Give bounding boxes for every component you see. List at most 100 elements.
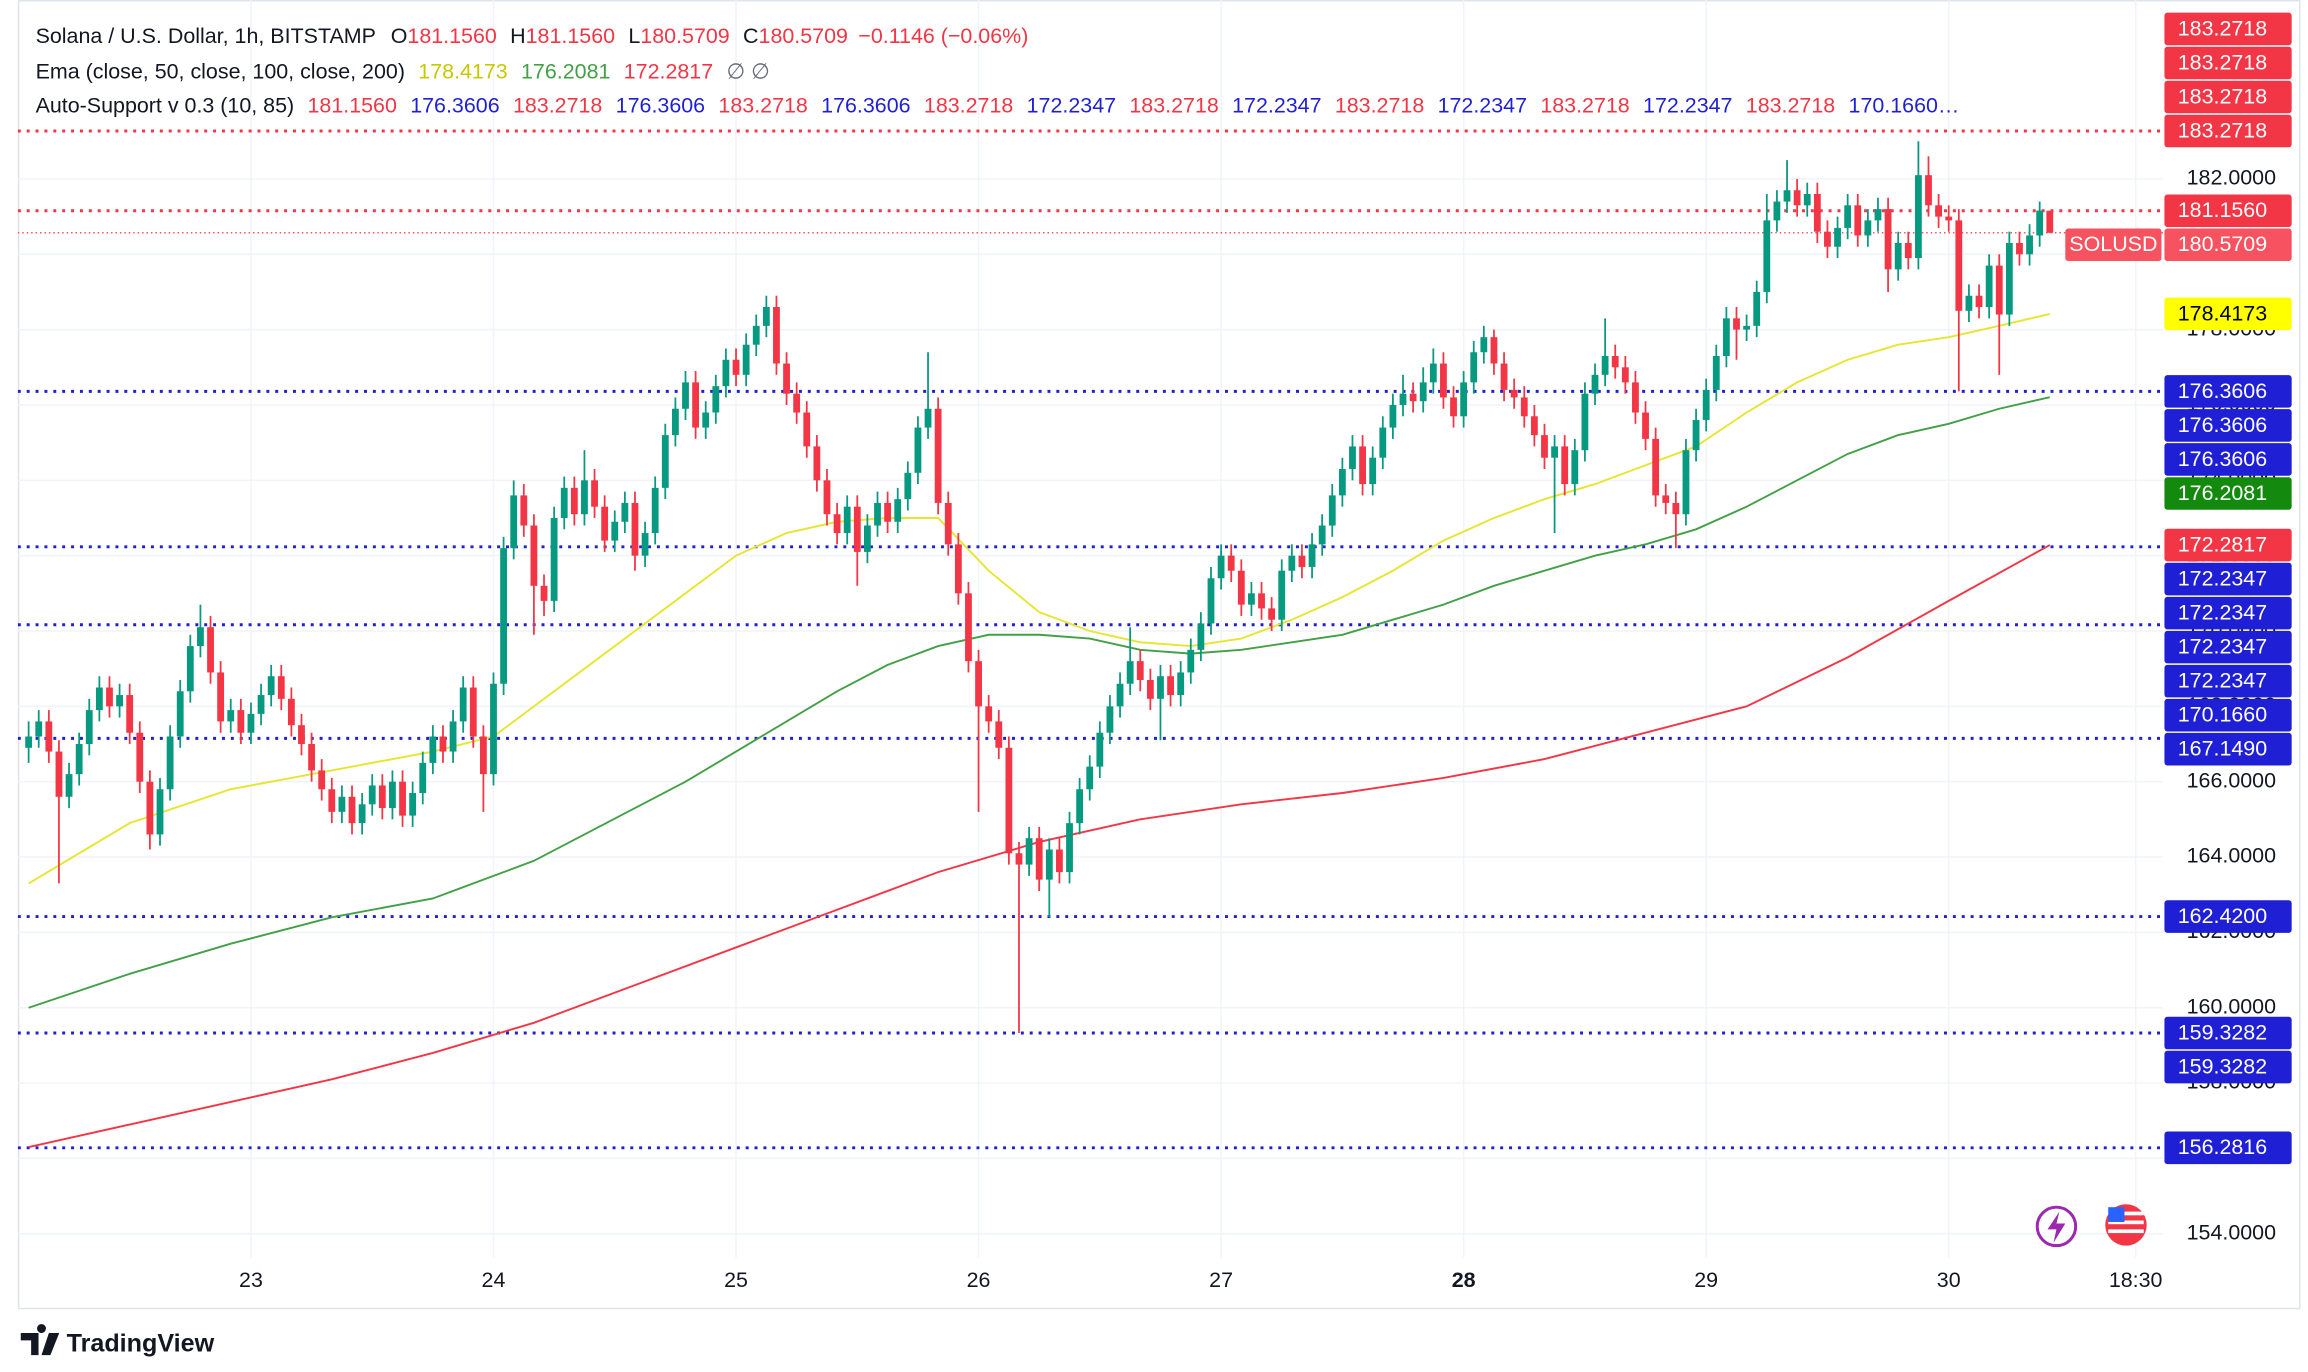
price-badge-label: 183.2718 bbox=[2178, 84, 2267, 108]
candle-body bbox=[2046, 210, 2054, 233]
candle-body bbox=[975, 661, 982, 707]
candle-body bbox=[1581, 393, 1589, 451]
candle-body bbox=[773, 307, 780, 364]
candle-body bbox=[843, 506, 851, 534]
price-badge-label: 172.2347 bbox=[2178, 601, 2267, 625]
candle-body bbox=[1945, 216, 1953, 221]
candle-body bbox=[1187, 649, 1195, 673]
candle-body bbox=[1308, 544, 1316, 567]
price-badge bbox=[2164, 12, 2292, 46]
candle-body bbox=[1632, 382, 1639, 413]
legend: Solana / U.S. Dollar, 1h, BITSTAMP O181.1… bbox=[36, 24, 1960, 118]
brand-logo[interactable]: TradingView bbox=[20, 1324, 215, 1357]
candle-body bbox=[85, 710, 93, 745]
candle-body bbox=[1450, 397, 1457, 417]
candle-body bbox=[1500, 363, 1508, 390]
y-tick-label: 154.0000 bbox=[2187, 1220, 2276, 1244]
candle-body bbox=[560, 487, 568, 518]
candle-body bbox=[1854, 205, 1862, 236]
price-badge-label: 183.2718 bbox=[2178, 50, 2267, 74]
flag-stripe bbox=[2108, 1220, 2144, 1225]
legend-text: 183.2718 bbox=[1540, 93, 1629, 117]
candle-body bbox=[126, 695, 134, 733]
candle-body bbox=[217, 672, 225, 722]
flag-stripe bbox=[2108, 1211, 2144, 1216]
candle-body bbox=[631, 502, 639, 556]
candle-body bbox=[237, 710, 245, 733]
candle-body bbox=[944, 502, 952, 545]
y-tick-label: 182.0000 bbox=[2187, 166, 2276, 190]
candle-body bbox=[1611, 356, 1619, 368]
candle-body bbox=[1712, 356, 1720, 390]
legend-text: −0.1146 (−0.06%) bbox=[858, 24, 1028, 48]
legend-text: L bbox=[628, 24, 640, 48]
candle-body bbox=[1318, 525, 1326, 545]
candle-body bbox=[1076, 789, 1084, 824]
candle-body bbox=[1086, 766, 1094, 790]
candle-body bbox=[287, 698, 295, 726]
candle-body bbox=[1480, 337, 1488, 353]
price-badge-label: 156.2816 bbox=[2178, 1135, 2267, 1159]
candle-body bbox=[550, 517, 558, 601]
candle-body bbox=[1096, 732, 1104, 767]
candle-body bbox=[1035, 838, 1043, 880]
candle-body bbox=[1844, 205, 1852, 228]
candle-body bbox=[1591, 374, 1599, 394]
x-tick-label: 30 bbox=[1937, 1268, 1961, 1292]
candle-body bbox=[1834, 227, 1841, 247]
candle-body bbox=[914, 427, 922, 473]
price-badge-label: 172.2817 bbox=[2178, 532, 2267, 556]
candle-body bbox=[570, 487, 578, 515]
candle-body bbox=[75, 744, 83, 775]
legend-line: Auto-Support v 0.3 (10, 85) 181.1560 176.3… bbox=[36, 93, 1960, 117]
brand-name[interactable]: TradingView bbox=[67, 1329, 215, 1357]
brand-mark bbox=[20, 1324, 60, 1356]
price-badge bbox=[2164, 46, 2292, 80]
candle-body bbox=[1530, 416, 1538, 436]
lightning-glyph bbox=[2047, 1211, 2066, 1243]
candle-body bbox=[2016, 242, 2023, 255]
candle-body bbox=[257, 695, 265, 714]
candle-body bbox=[581, 480, 588, 515]
icons[interactable] bbox=[2035, 1204, 2147, 1248]
candle-body bbox=[752, 325, 760, 345]
x-tick-label: 23 bbox=[239, 1268, 263, 1292]
candle-body bbox=[368, 785, 376, 805]
legend-text: 178.4173 bbox=[418, 59, 507, 83]
legend-text: 176.3606 bbox=[821, 93, 910, 117]
candle-body bbox=[611, 521, 619, 541]
candle-body bbox=[1935, 205, 1943, 217]
candle-body bbox=[490, 683, 497, 775]
candle-body bbox=[1278, 570, 1286, 620]
candle-body bbox=[712, 386, 720, 413]
price-badge-label: 176.2081 bbox=[2178, 481, 2267, 505]
candle-body bbox=[116, 695, 123, 707]
candle-body bbox=[793, 393, 801, 413]
candle-body bbox=[419, 762, 427, 793]
candle-body bbox=[1359, 446, 1366, 485]
candle-body bbox=[449, 721, 457, 752]
x-tick-label: 27 bbox=[1209, 1268, 1233, 1292]
candle-body bbox=[661, 435, 669, 488]
x-tick-label: 28 bbox=[1452, 1268, 1476, 1292]
price-badge-label: 162.4200 bbox=[2178, 904, 2267, 928]
candle-body bbox=[1146, 679, 1154, 699]
legend-text: 176.3606 bbox=[616, 93, 705, 117]
candle-body bbox=[358, 804, 366, 824]
price-badges: 183.2718 183.2718 183.2718 183.2718 181.1560… bbox=[2065, 12, 2292, 1165]
candle-body bbox=[479, 736, 487, 775]
candle-body bbox=[156, 789, 164, 835]
candle-body bbox=[459, 687, 467, 722]
candle-body bbox=[671, 408, 679, 436]
candle-body bbox=[1460, 382, 1468, 417]
candle-body bbox=[1015, 853, 1023, 865]
candle-body bbox=[1743, 325, 1751, 330]
candle-body bbox=[1470, 352, 1478, 383]
legend-text: H bbox=[510, 24, 525, 48]
candle-body bbox=[682, 382, 689, 409]
candle-body bbox=[1763, 220, 1771, 292]
candle-body bbox=[510, 495, 518, 549]
candle-body bbox=[1399, 393, 1407, 405]
price-badge bbox=[2164, 409, 2292, 442]
legend-text: 172.2347 bbox=[1027, 93, 1116, 117]
